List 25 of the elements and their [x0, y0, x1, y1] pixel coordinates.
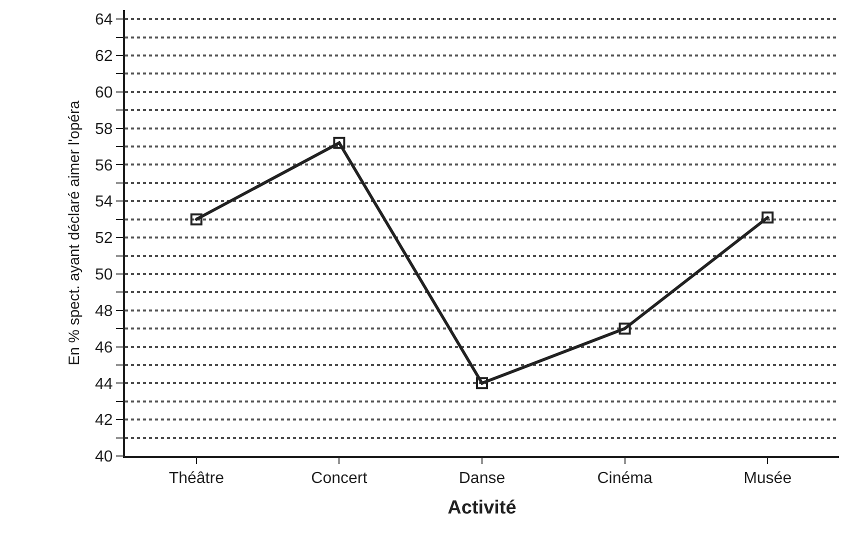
y-tick-label: 44	[95, 376, 113, 393]
y-tick-label: 52	[95, 230, 113, 248]
x-axis-title: Activité	[448, 498, 516, 518]
y-tick-label: 46	[95, 339, 113, 356]
y-tick-label: 48	[95, 302, 113, 320]
x-tick-label: Cinéma	[597, 470, 652, 488]
y-tick-label: 50	[95, 266, 113, 284]
point	[476, 377, 488, 390]
x-tick-label: Concert	[311, 470, 368, 488]
x-tick-label: Danse	[458, 470, 506, 488]
x-tick-label: Théâtre	[168, 470, 224, 488]
y-tick-label: 60	[95, 84, 113, 102]
y-tick-label: 54	[95, 194, 113, 211]
y-tick-label: 42	[95, 412, 113, 430]
x-tick-label: Musée	[744, 470, 792, 488]
y-tick-label: 64	[95, 12, 113, 29]
y-tick-label: 62	[95, 48, 113, 66]
point	[190, 213, 202, 226]
y-axis-title: En % spect. ayant déclaré aimer l'opéra	[66, 100, 83, 366]
y-tick-label: 56	[95, 157, 113, 174]
point	[333, 136, 346, 149]
point	[618, 322, 631, 335]
y-tick-label: 40	[95, 448, 113, 466]
point	[762, 212, 774, 224]
y-tick-label: 58	[95, 120, 113, 138]
